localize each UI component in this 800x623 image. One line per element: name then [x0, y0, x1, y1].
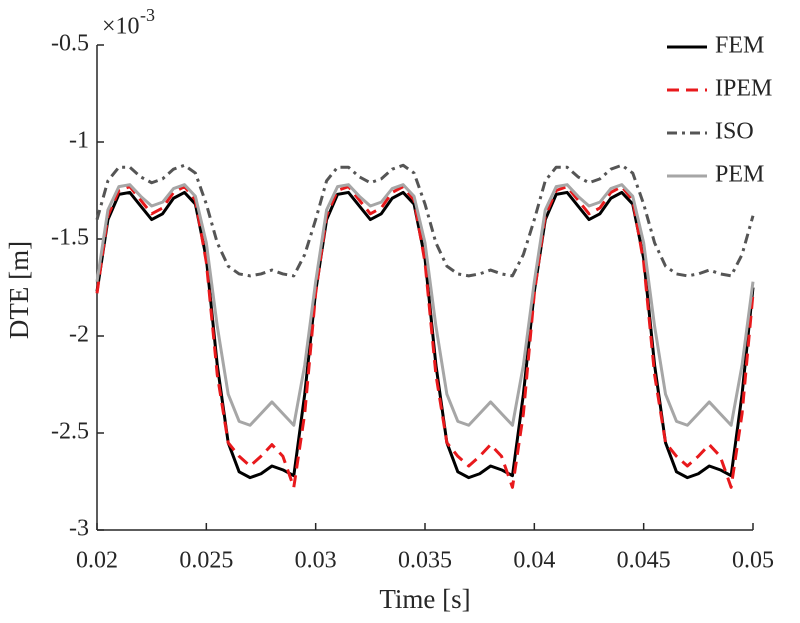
x-tick-label: 0.025: [179, 548, 233, 574]
y-tick-label: -1.5: [51, 225, 89, 251]
series-line: [95, 163, 755, 278]
x-tick-label: 0.02: [76, 548, 118, 574]
legend-label: IPEM: [715, 76, 772, 102]
x-tick-label: 0.03: [295, 548, 337, 574]
x-tick-label: 0.045: [617, 548, 671, 574]
x-tick-label: 0.035: [398, 548, 452, 574]
series-line: [95, 185, 755, 489]
y-tick-label: -2.5: [51, 419, 89, 445]
y-tick-label: -1: [69, 128, 89, 154]
y-axis-title: DTE [m]: [4, 241, 34, 339]
y-tick-label: -0.5: [51, 31, 89, 57]
x-axis-title: Time [s]: [379, 584, 470, 614]
y-tick-label: -3: [69, 516, 89, 542]
y-tick-label: -2: [69, 322, 89, 348]
x-tick-label: 0.04: [513, 548, 555, 574]
legend-label: ISO: [715, 119, 754, 145]
legend-label: PEM: [715, 162, 764, 188]
series-line: [95, 183, 755, 427]
y-scale-exponent: -3: [140, 5, 155, 25]
legend-label: FEM: [715, 33, 764, 59]
x-tick-label: 0.05: [732, 548, 774, 574]
y-scale-base: ×10: [102, 14, 140, 40]
